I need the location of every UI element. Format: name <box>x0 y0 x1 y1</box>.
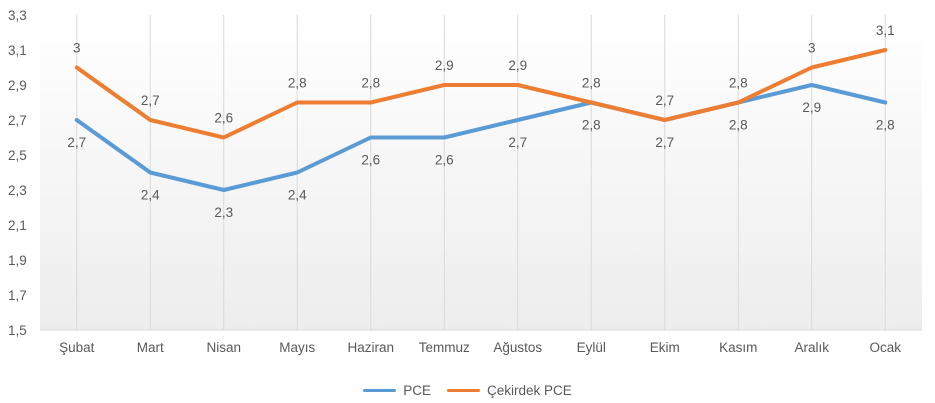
x-axis-label: Eylül <box>577 340 606 355</box>
data-label: 2,7 <box>508 135 527 150</box>
chart-legend: PCE Çekirdek PCE <box>0 380 935 400</box>
legend-item-cekirdek-pce[interactable]: Çekirdek PCE <box>446 382 572 398</box>
y-tick-label: 3,3 <box>8 8 27 23</box>
data-label: 2,9 <box>802 100 821 115</box>
y-tick-label: 2,9 <box>8 78 27 93</box>
data-label: 3 <box>73 41 81 56</box>
data-label: 3 <box>808 41 816 56</box>
data-label: 2,8 <box>361 76 380 91</box>
pce-line-swatch <box>363 388 397 392</box>
x-axis-label: Aralık <box>794 340 829 355</box>
data-label: 2,8 <box>582 76 601 91</box>
x-axis-label: Ocak <box>869 340 901 355</box>
data-label: 2,8 <box>876 118 895 133</box>
x-axis-label: Nisan <box>206 340 241 355</box>
x-axis-label: Mart <box>137 340 164 355</box>
plot-area <box>40 15 922 330</box>
x-axis-label: Haziran <box>347 340 394 355</box>
legend-label-cekirdek-pce: Çekirdek PCE <box>486 382 572 398</box>
data-label: 2,7 <box>141 93 160 108</box>
data-label: 2,7 <box>67 135 86 150</box>
x-axis-label: Ağustos <box>493 340 542 355</box>
data-label: 2,8 <box>582 118 601 133</box>
y-tick-label: 2,7 <box>8 113 27 128</box>
chart-plot-canvas: 3,3 3,1 2,9 2,7 2,5 2,3 2,1 1,9 1,7 1,5 Şubat Mart N… <box>8 8 922 355</box>
series-line-cekirdek-pce[interactable] <box>74 48 888 140</box>
y-tick-label: 1,5 <box>8 323 27 338</box>
data-label: 2,9 <box>508 58 527 73</box>
legend-item-pce[interactable]: PCE <box>363 383 431 398</box>
data-label: 2,9 <box>435 58 454 73</box>
series-line-pce[interactable] <box>74 83 888 192</box>
y-tick-label: 1,7 <box>8 288 27 303</box>
data-label: 2,8 <box>729 118 748 133</box>
x-axis-label: Şubat <box>59 340 95 355</box>
y-tick-label: 1,9 <box>8 253 27 268</box>
data-label: 2,4 <box>141 188 160 203</box>
data-label: 2,4 <box>288 188 307 203</box>
data-label: 2,6 <box>214 111 233 126</box>
x-axis-label: Ekim <box>650 340 680 355</box>
y-tick-label: 2,3 <box>8 183 27 198</box>
data-label: 2,3 <box>214 205 233 220</box>
data-label: 2,8 <box>729 76 748 91</box>
x-axis-label: Temmuz <box>419 340 470 355</box>
y-tick-label: 3,1 <box>8 43 27 58</box>
x-axis-label: Mayıs <box>279 340 315 355</box>
data-label: 2,6 <box>435 153 454 168</box>
data-label: 2,6 <box>361 153 380 168</box>
legend-label-pce: PCE <box>403 382 431 398</box>
cekirdek-pce-line-swatch <box>446 388 480 392</box>
data-label: 2,8 <box>288 76 307 91</box>
data-label: 2,7 <box>655 135 674 150</box>
y-tick-label: 2,1 <box>8 218 27 233</box>
x-axis-label: Kasım <box>719 340 757 355</box>
data-label: 3,1 <box>876 23 895 38</box>
y-tick-label: 2,5 <box>8 148 27 163</box>
data-label: 2,7 <box>655 93 674 108</box>
